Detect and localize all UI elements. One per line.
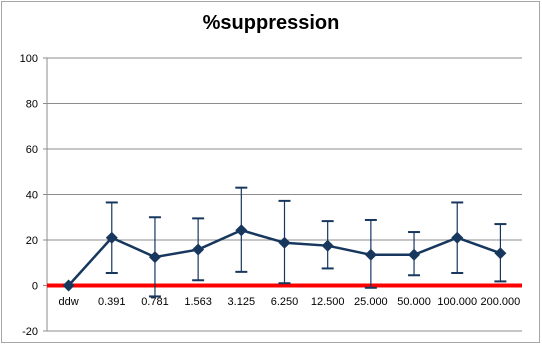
y-tick-label: 60 bbox=[26, 144, 38, 156]
x-tick-label: ddw bbox=[58, 296, 78, 308]
data-point bbox=[408, 248, 421, 261]
x-tick-label: 0.781 bbox=[141, 296, 169, 308]
y-tick-label: 20 bbox=[26, 235, 38, 247]
x-tick-label: 200.000 bbox=[481, 296, 521, 308]
data-point bbox=[148, 251, 161, 264]
x-tick-label: 1.563 bbox=[184, 296, 212, 308]
data-point bbox=[192, 243, 205, 256]
data-point bbox=[105, 231, 118, 244]
y-tick-label: 40 bbox=[26, 190, 38, 202]
x-tick-label: 100.000 bbox=[437, 296, 477, 308]
x-tick-label: 50.000 bbox=[397, 296, 431, 308]
x-tick-label: 12.500 bbox=[311, 296, 345, 308]
point-layer bbox=[62, 224, 507, 292]
x-tick-label: 6.250 bbox=[271, 296, 299, 308]
x-tick-label: 25.000 bbox=[354, 296, 388, 308]
y-tick-label: 100 bbox=[20, 53, 38, 65]
y-tick-label: -20 bbox=[22, 326, 38, 338]
y-tick-label: 0 bbox=[32, 281, 38, 293]
x-tick-label: 3.125 bbox=[228, 296, 256, 308]
tick-label-layer: -20 0 20 40 60 80 100 ddw 0.391 0.781 1.563 3.125 6.… bbox=[20, 53, 521, 338]
data-point bbox=[494, 247, 507, 260]
data-point bbox=[321, 239, 334, 252]
data-point bbox=[364, 248, 377, 261]
grid-layer bbox=[47, 57, 522, 332]
data-point bbox=[278, 236, 291, 249]
data-point bbox=[235, 224, 248, 237]
data-point bbox=[451, 231, 464, 244]
x-tick-label: 0.391 bbox=[98, 296, 126, 308]
chart-title: %suppression bbox=[202, 12, 340, 34]
axis-layer bbox=[43, 57, 48, 332]
y-tick-label: 80 bbox=[26, 99, 38, 111]
data-point bbox=[62, 279, 75, 292]
